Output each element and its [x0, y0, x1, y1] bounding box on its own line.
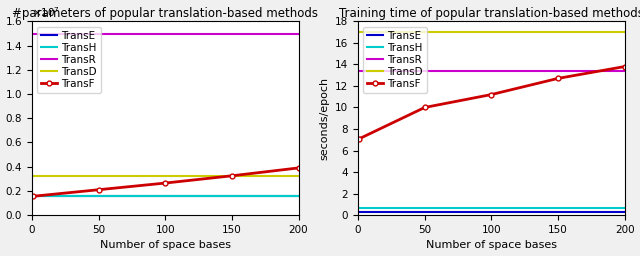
TransR: [355, 69, 363, 72]
Line: TransF: TransF: [31, 165, 301, 199]
TransD: [28, 175, 36, 178]
TransR: [29, 33, 37, 36]
TransR: [354, 69, 362, 72]
Title: #parameters of popular translation-based methods: #parameters of popular translation-based…: [12, 7, 318, 20]
TransD: [354, 30, 362, 34]
TransF: [355, 137, 363, 140]
X-axis label: Number of space bases: Number of space bases: [426, 240, 557, 250]
TransE: [354, 210, 362, 214]
TransE: [29, 195, 37, 198]
TransH: [355, 206, 363, 209]
TransD: [355, 30, 363, 34]
Legend: TransE, TransH, TransR, TransD, TransF: TransE, TransH, TransR, TransD, TransF: [364, 27, 427, 93]
TransD: [29, 175, 37, 178]
TransF: [421, 106, 429, 109]
TransH: [28, 194, 36, 197]
TransF: [95, 188, 102, 191]
Y-axis label: seconds/epoch: seconds/epoch: [319, 77, 330, 160]
TransR: [28, 33, 36, 36]
TransH: [29, 194, 37, 197]
TransF: [294, 166, 302, 169]
TransF: [488, 93, 495, 96]
Legend: TransE, TransH, TransR, TransD, TransF: TransE, TransH, TransR, TransD, TransF: [37, 27, 101, 93]
TransF: [554, 77, 562, 80]
TransE: [28, 195, 36, 198]
TransE: [355, 210, 363, 214]
Text: $\times10^7$: $\times10^7$: [32, 6, 60, 19]
TransF: [228, 174, 236, 177]
TransH: [354, 206, 362, 209]
X-axis label: Number of space bases: Number of space bases: [100, 240, 231, 250]
TransF: [621, 65, 628, 68]
TransF: [161, 182, 169, 185]
Line: TransF: TransF: [357, 64, 627, 141]
Title: Training time of popular translation-based methods: Training time of popular translation-bas…: [339, 7, 640, 20]
TransF: [29, 195, 37, 198]
